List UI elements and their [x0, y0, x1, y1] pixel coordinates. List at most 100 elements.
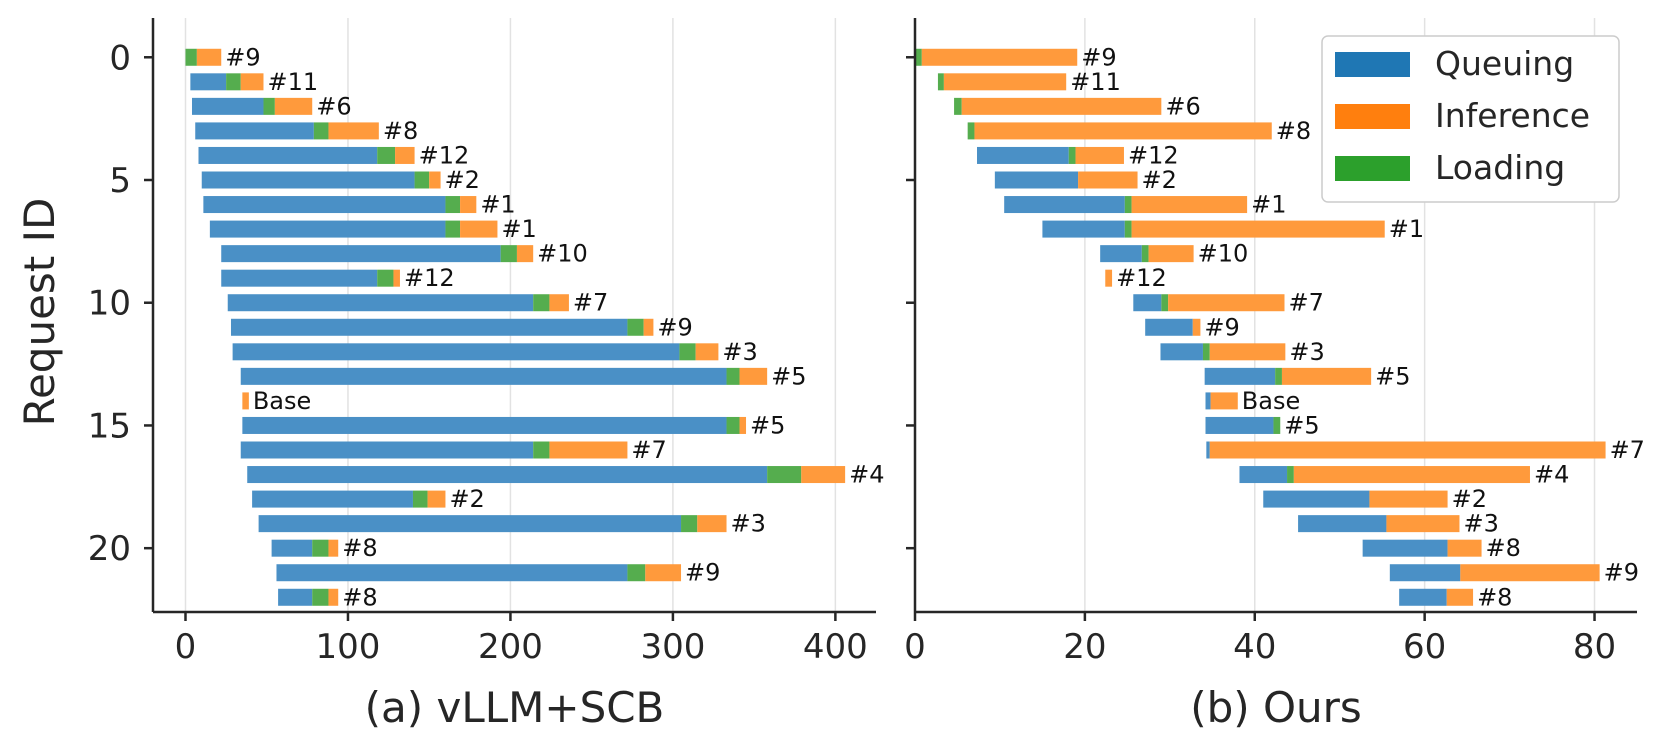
bar-label-request-19: #3 [731, 510, 766, 538]
bar-request-16-loading [533, 441, 550, 459]
bar-request-5-queuing [201, 171, 415, 189]
bar-label-request-5: #2 [1142, 166, 1177, 194]
bar-label-request-5: #2 [445, 166, 480, 194]
x-tick-label-40: 40 [1233, 627, 1276, 667]
y-tick-label-5: 5 [109, 161, 131, 201]
bar-request-15-inference [739, 416, 747, 434]
bar-request-4-queuing [198, 146, 378, 164]
bar-request-12-inference [1209, 343, 1286, 361]
bar-request-3-inference [974, 122, 1272, 140]
bar-label-request-18: #2 [449, 485, 484, 513]
legend-label-loading: Loading [1435, 148, 1565, 187]
bar-request-5-inference [1078, 171, 1138, 189]
bar-label-request-0: #9 [225, 43, 260, 71]
bar-label-request-6: #1 [480, 191, 515, 219]
bar-request-1-inference [240, 73, 264, 91]
bar-request-1-loading [937, 73, 944, 91]
y-axis-title: Request ID [15, 198, 64, 427]
bar-request-22-loading [312, 588, 329, 606]
bar-label-request-12: #3 [1289, 338, 1324, 366]
bar-label-request-4: #12 [419, 141, 470, 169]
bar-label-request-17: #4 [1534, 461, 1569, 489]
bar-request-6-queuing [203, 196, 446, 214]
bar-request-4-loading [377, 146, 396, 164]
bar-request-12-loading [679, 343, 696, 361]
bar-label-request-11: #9 [1204, 313, 1239, 341]
bar-request-2-inference [961, 97, 1162, 115]
bar-request-5-loading [414, 171, 430, 189]
bar-request-4-inference [395, 146, 415, 164]
bar-request-4-queuing [977, 146, 1069, 164]
panel-vllm-scb: #9#11#6#8#12#2#1#1#10#12#7#9#3#5Base#5#7… [88, 18, 885, 732]
bar-request-13-inference [739, 367, 768, 385]
bar-label-request-7: #1 [1389, 215, 1424, 243]
bar-request-12-queuing [232, 343, 680, 361]
bar-request-9-inference [1105, 269, 1113, 287]
bar-request-9-loading [377, 269, 394, 287]
bar-request-10-loading [1161, 294, 1169, 312]
bar-request-3-queuing [195, 122, 314, 140]
bar-request-21-queuing [276, 564, 628, 582]
bar-request-17-queuing [247, 466, 768, 484]
bar-request-8-loading [1141, 245, 1149, 263]
bar-request-15-queuing [242, 416, 727, 434]
bar-label-request-16: #7 [631, 436, 666, 464]
bar-request-0-inference [921, 48, 1078, 66]
legend-swatch-loading [1335, 156, 1410, 181]
bar-label-request-20: #8 [1486, 534, 1521, 562]
bar-request-13-loading [1275, 367, 1282, 385]
bar-request-6-loading [445, 196, 461, 214]
bar-label-request-16: #7 [1610, 436, 1645, 464]
bar-request-11-inference [1192, 318, 1201, 336]
bar-request-13-loading [726, 367, 740, 385]
y-tick-label-10: 10 [88, 284, 131, 324]
bar-request-11-queuing [230, 318, 628, 336]
bar-request-1-loading [226, 73, 241, 91]
bar-label-request-12: #3 [722, 338, 757, 366]
bar-request-21-loading [627, 564, 646, 582]
bar-request-16-inference [549, 441, 628, 459]
x-axis-title: (b) Ours [1190, 683, 1362, 732]
bar-request-7-loading [445, 220, 461, 238]
bar-request-20-queuing [1362, 539, 1448, 557]
bar-request-4-inference [1075, 146, 1124, 164]
bar-request-19-inference [1386, 515, 1460, 533]
bar-label-request-21: #9 [685, 559, 720, 587]
bar-request-14-queuing [1205, 392, 1211, 410]
bar-request-20-queuing [271, 539, 313, 557]
bar-request-12-loading [1202, 343, 1210, 361]
bar-request-8-queuing [1100, 245, 1142, 263]
bar-request-12-queuing [1160, 343, 1203, 361]
bar-label-request-9: #12 [404, 264, 455, 292]
x-tick-label-300: 300 [640, 627, 705, 667]
bar-request-18-loading [412, 490, 428, 508]
bar-request-15-queuing [1205, 416, 1274, 434]
bar-request-20-inference [1447, 539, 1482, 557]
bar-request-17-queuing [1239, 466, 1288, 484]
bar-request-18-queuing [252, 490, 413, 508]
bar-request-17-inference [1293, 466, 1530, 484]
x-tick-label-200: 200 [478, 627, 543, 667]
bar-request-8-inference [1148, 245, 1194, 263]
bar-label-request-3: #8 [383, 117, 418, 145]
bar-request-10-inference [1168, 294, 1285, 312]
x-tick-label-0: 0 [175, 627, 197, 667]
bar-request-22-inference [1446, 588, 1474, 606]
bar-label-request-3: #8 [1276, 117, 1311, 145]
bar-request-19-loading [681, 515, 698, 533]
bar-label-request-20: #8 [342, 534, 377, 562]
bar-request-17-loading [767, 466, 802, 484]
bar-request-21-inference [1460, 564, 1600, 582]
bar-request-10-inference [549, 294, 569, 312]
bar-label-request-7: #1 [501, 215, 536, 243]
bar-request-9-queuing [221, 269, 378, 287]
bar-request-6-inference [1131, 196, 1248, 214]
bar-label-request-19: #3 [1463, 510, 1498, 538]
bar-request-0-inference [196, 48, 222, 66]
bar-request-21-queuing [1389, 564, 1461, 582]
x-axis-title: (a) vLLM+SCB [365, 683, 665, 732]
bar-request-16-inference [1209, 441, 1606, 459]
bar-request-22-queuing [278, 588, 313, 606]
x-tick-label-100: 100 [316, 627, 381, 667]
